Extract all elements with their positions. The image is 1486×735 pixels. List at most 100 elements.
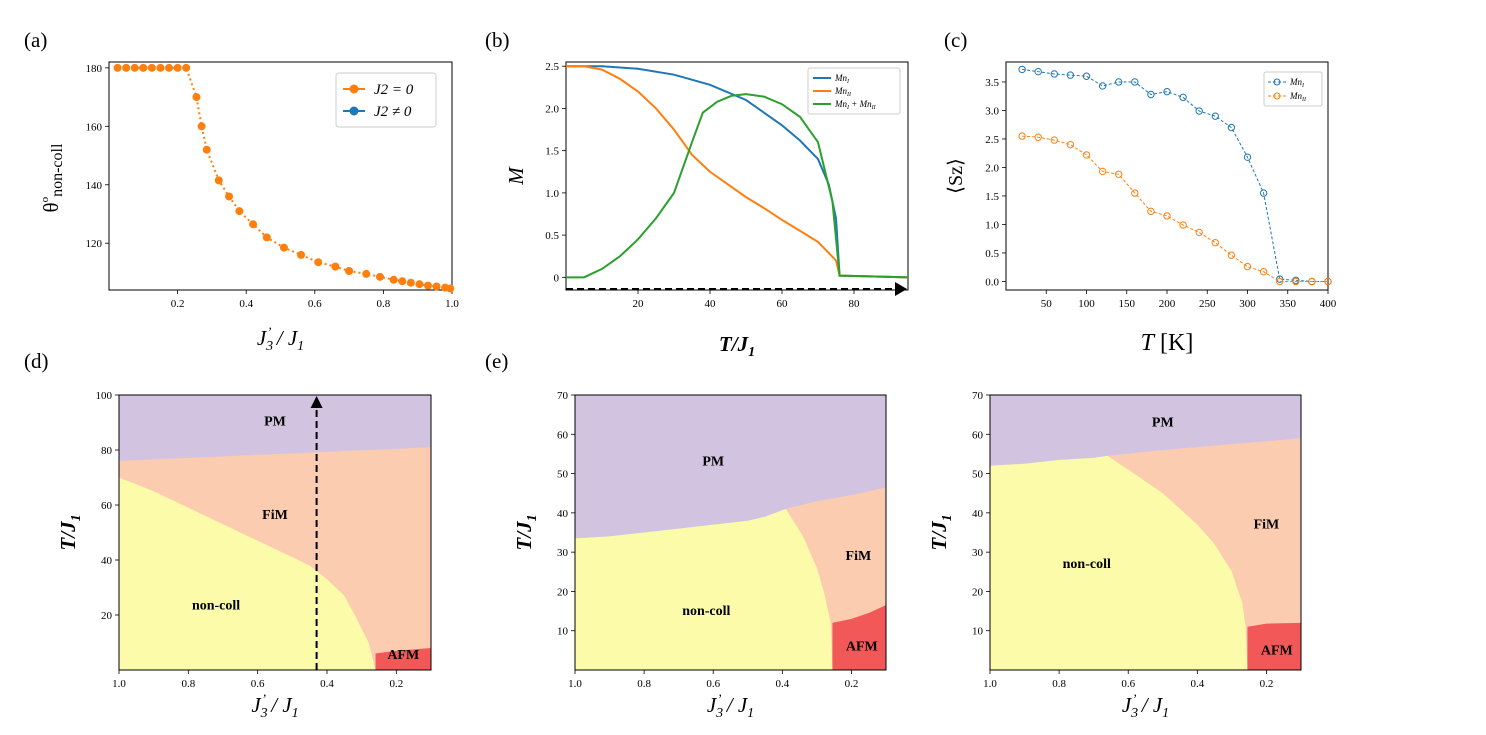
- data-point: [1066, 71, 1075, 79]
- x-axis-label-part: 1: [747, 706, 754, 721]
- data-point: [113, 63, 122, 72]
- region-label-non-coll: non-coll: [1063, 557, 1111, 572]
- y-tick-label: 30: [972, 547, 984, 559]
- data-point: [1082, 72, 1091, 80]
- data-point: [1131, 78, 1139, 86]
- data-point: [165, 63, 174, 72]
- plot-frame: [574, 394, 887, 671]
- x-axis-label-part: / J: [266, 693, 293, 717]
- y-axis-label: M: [504, 166, 528, 186]
- data-point: [1066, 140, 1075, 149]
- data-point: [1211, 238, 1220, 247]
- x-tick-label: 350: [1280, 298, 1297, 310]
- data-point: [192, 93, 201, 102]
- data-point: [1259, 268, 1268, 276]
- data-point: [1259, 189, 1268, 197]
- data-point: [1276, 277, 1284, 286]
- y-axis-label: ⟨Sz⟩: [945, 158, 967, 194]
- y-tick-label: 40: [557, 508, 569, 520]
- data-point: [1018, 65, 1026, 74]
- panel-label-b: (b): [485, 28, 510, 52]
- region-label-afm: AFM: [1261, 643, 1293, 658]
- x-tick-label: 0.4: [239, 298, 253, 310]
- x-axis-label-part: 3: [265, 339, 273, 354]
- series-line-1: [1022, 135, 1328, 282]
- region-label-fim: FiM: [846, 549, 872, 564]
- y-tick-label: 1.5: [985, 191, 999, 203]
- data-point: [235, 207, 244, 216]
- x-tick-label: 200: [1159, 298, 1176, 310]
- legend-label-part: Mn: [1289, 77, 1302, 87]
- x-axis-label-part: J: [1122, 693, 1133, 717]
- x-tick-label: 0.2: [845, 678, 859, 690]
- x-axis-label-part: / J: [272, 326, 299, 350]
- plot-frame: [108, 61, 453, 291]
- data-point: [331, 262, 340, 271]
- y-tick-label: 20: [972, 586, 984, 598]
- legend-marker: [349, 106, 359, 116]
- x-tick-label: 0.8: [1052, 678, 1066, 690]
- y-tick-label: 70: [557, 390, 569, 402]
- x-tick-label: 0.8: [377, 298, 391, 310]
- data-point: [1211, 112, 1220, 120]
- y-tick-label: 30: [557, 547, 569, 559]
- data-point: [1163, 87, 1171, 96]
- x-axis-label-part: 3: [260, 706, 268, 721]
- y-tick-label: 0.0: [985, 276, 999, 288]
- y-tick-label: 1.0: [545, 188, 559, 200]
- panel-label-e: (e): [485, 349, 508, 373]
- x-axis-label: J3’ / J1: [257, 324, 304, 354]
- data-point: [197, 122, 206, 131]
- data-point: [1115, 170, 1123, 178]
- x-axis-label-part: 1: [292, 706, 299, 721]
- legend-marker: [349, 84, 359, 94]
- data-point: [1034, 67, 1042, 76]
- data-point: [389, 275, 398, 284]
- x-axis-label: J3’ / J1: [1122, 691, 1169, 721]
- y-tick-label: 140: [86, 180, 103, 192]
- data-point: [1115, 78, 1123, 86]
- x-tick-label: 0.6: [1121, 678, 1135, 690]
- data-point: [1147, 90, 1155, 99]
- data-point: [1195, 228, 1203, 237]
- panel-label-c: (c): [944, 28, 967, 52]
- axis-label-part: T/J: [512, 520, 536, 551]
- x-tick-label: 1.0: [445, 298, 459, 310]
- x-axis-label-part: T: [1141, 330, 1156, 356]
- y-axis-label: T/J1: [512, 514, 540, 550]
- legend-label-part: II: [1301, 97, 1307, 103]
- data-point: [214, 176, 223, 185]
- x-tick-label: 300: [1239, 298, 1256, 310]
- x-tick-label: 0.4: [775, 678, 789, 690]
- region-label-fim: FiM: [1254, 518, 1280, 533]
- region-label-afm: AFM: [846, 639, 878, 654]
- x-axis-label-part: ’: [262, 691, 266, 706]
- y-tick-label: 40: [101, 555, 113, 567]
- axis-label-part: 1: [748, 345, 755, 360]
- x-axis-label-part: 3: [715, 706, 723, 721]
- y-tick-label: 0.5: [985, 248, 999, 260]
- y-axis-label: θonon-coll: [39, 143, 66, 212]
- x-axis-label-part: / J: [722, 693, 749, 717]
- y-tick-label: 1.5: [545, 146, 559, 158]
- data-point: [1163, 212, 1171, 220]
- x-axis-label-part: ’: [717, 691, 721, 706]
- x-tick-label: 250: [1199, 298, 1216, 310]
- data-point: [1082, 151, 1091, 159]
- data-point: [225, 192, 234, 201]
- data-point: [1179, 93, 1187, 102]
- x-axis-label-part: 1: [1162, 706, 1169, 721]
- series-line-2: [566, 93, 909, 279]
- legend-label: MnI: [1289, 77, 1305, 89]
- axis-label-part: T/J: [56, 520, 80, 551]
- chart-panel-a: 0.2 0.4 0.6 0.8 1.0 120 140 160 180 J2 = 0 J2 ≠ 0 J…: [39, 61, 459, 354]
- y-tick-label: 20: [101, 610, 113, 622]
- x-axis-label-part: J: [707, 693, 718, 717]
- y-tick-label: 80: [101, 445, 113, 457]
- data-point: [1050, 70, 1059, 78]
- data-point: [249, 220, 258, 229]
- axis-label-part: T/J: [719, 332, 750, 356]
- region-afm: [832, 605, 886, 670]
- axis-label-part: 1: [69, 514, 84, 521]
- data-point: [182, 63, 191, 72]
